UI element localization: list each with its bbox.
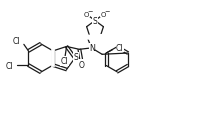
Text: O: O — [79, 60, 84, 69]
Text: Cl: Cl — [13, 37, 21, 45]
Text: −: − — [104, 8, 110, 13]
Text: Cl: Cl — [116, 43, 124, 52]
Text: S: S — [93, 17, 97, 26]
Text: −: − — [87, 8, 93, 13]
Text: O: O — [84, 12, 89, 17]
Text: O: O — [101, 12, 106, 17]
Text: N: N — [89, 44, 95, 53]
Text: Cl: Cl — [61, 57, 68, 66]
Text: Cl: Cl — [6, 61, 14, 70]
Text: S: S — [74, 53, 78, 62]
